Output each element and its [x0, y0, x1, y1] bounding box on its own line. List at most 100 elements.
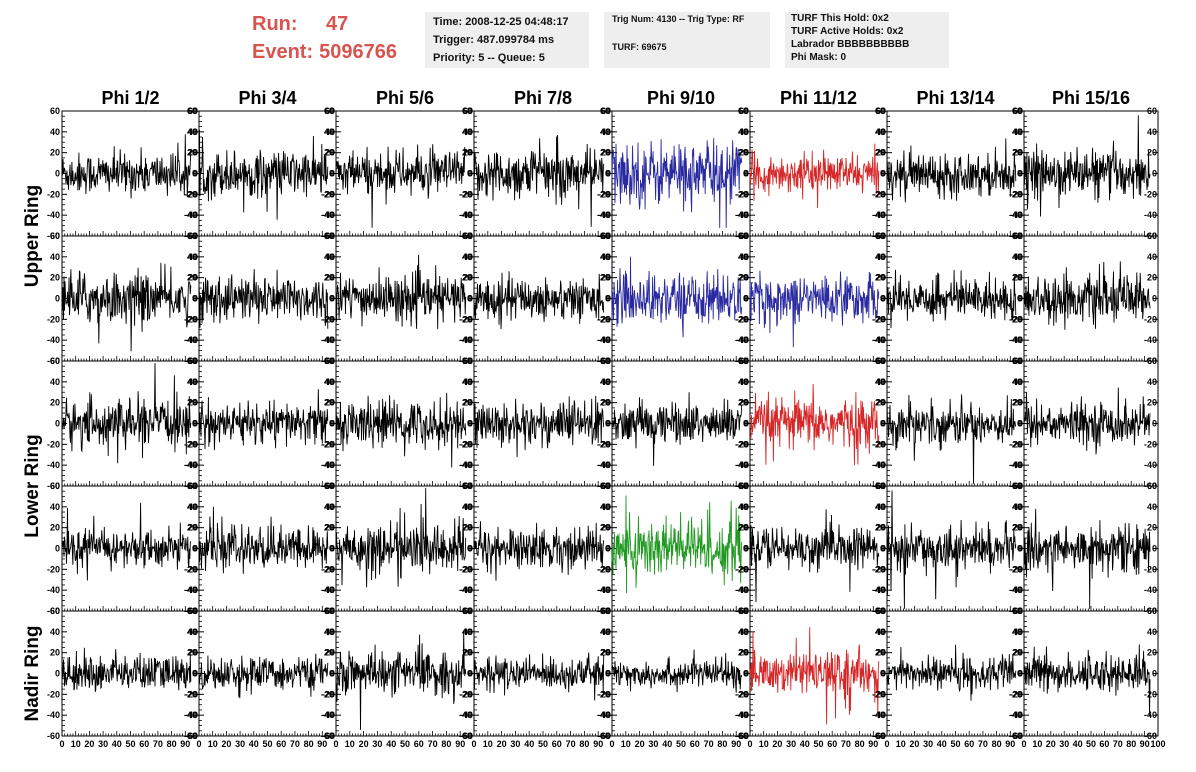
x-tick-label: 70 [566, 739, 576, 749]
y-tick-label: 20 [187, 398, 197, 408]
waveform-trace [749, 270, 880, 348]
y-tick-label: 20 [187, 523, 197, 533]
x-tick-label: 70 [290, 739, 300, 749]
y-tick-label: 0 [743, 419, 748, 429]
y-tick-label: -40 [459, 585, 472, 595]
y-tick-label-right: 20 [325, 398, 335, 408]
x-tick-label: 20 [84, 739, 94, 749]
y-tick-label: 40 [187, 627, 197, 637]
y-tick-label-right: -20 [598, 314, 611, 324]
x-tick-label: 90 [1140, 739, 1150, 749]
y-tick-label: -40 [1009, 210, 1022, 220]
y-tick-label-right: -20 [322, 689, 335, 699]
y-tick-label-right: -20 [322, 564, 335, 574]
y-tick-label-right: 0 [1152, 544, 1157, 554]
time-text: Time: 2008-12-25 04:48:17 [433, 16, 569, 28]
y-tick-label: -20 [321, 314, 334, 324]
x-tick-label: 70 [428, 739, 438, 749]
y-tick-label: 20 [187, 148, 197, 158]
y-tick-label-right: 40 [1013, 627, 1023, 637]
y-tick-label: -20 [184, 314, 197, 324]
y-tick-label: 20 [600, 523, 610, 533]
y-tick-label-right: 60 [739, 606, 749, 616]
y-tick-label: -40 [321, 710, 334, 720]
x-tick-label: 100 [1150, 739, 1165, 749]
y-tick-label-right: -20 [322, 439, 335, 449]
y-tick-label-right: -40 [736, 460, 749, 470]
y-tick-label-right: -20 [736, 439, 749, 449]
y-tick-label: 0 [329, 294, 334, 304]
x-tick-label: 0 [1021, 739, 1026, 749]
y-tick-label: -20 [735, 689, 748, 699]
waveform-trace [611, 495, 743, 594]
y-tick-label: 60 [875, 356, 885, 366]
y-tick-label: 0 [605, 669, 610, 679]
y-tick-label-right: 0 [330, 544, 335, 554]
y-tick-label: -20 [1009, 189, 1022, 199]
y-tick-label-right: 40 [1013, 252, 1023, 262]
y-tick-label: 20 [462, 398, 472, 408]
y-tick-label-right: 20 [188, 273, 198, 283]
waveform-trace [749, 627, 880, 725]
y-tick-label: 40 [600, 502, 610, 512]
y-tick-label: 0 [880, 294, 885, 304]
waveform-trace [473, 395, 605, 458]
y-tick-label: -20 [47, 689, 60, 699]
y-tick-label-right: 60 [1013, 231, 1023, 241]
y-tick-label-right: 20 [601, 273, 611, 283]
x-tick-label: 50 [125, 739, 135, 749]
trigger-info-box: Trig Num: 4130 -- Trig Type: RF TURF: 69… [604, 12, 770, 68]
y-tick-label: 40 [1012, 127, 1022, 137]
x-tick-label: 90 [731, 739, 741, 749]
y-tick-label-right: -20 [460, 189, 473, 199]
y-tick-label-right: -40 [322, 710, 335, 720]
y-tick-label: 60 [50, 231, 60, 241]
waveform-trace [611, 138, 743, 228]
y-tick-label-right: -20 [1144, 439, 1157, 449]
y-tick-label-right: 40 [739, 502, 749, 512]
y-tick-label: 20 [738, 273, 748, 283]
y-tick-label-right: 60 [463, 481, 473, 491]
y-tick-label: 40 [324, 252, 334, 262]
y-tick-label-right: 40 [463, 502, 473, 512]
y-tick-label-right: -20 [736, 564, 749, 574]
y-tick-label: 40 [324, 127, 334, 137]
y-tick-label-right: 0 [468, 544, 473, 554]
y-tick-label: 20 [875, 523, 885, 533]
y-tick-label: -40 [735, 585, 748, 595]
y-tick-label-right: -20 [185, 689, 198, 699]
y-tick-label: -20 [735, 314, 748, 324]
x-tick-label: 10 [345, 739, 355, 749]
x-tick-label: 90 [455, 739, 465, 749]
y-tick-label: 20 [875, 148, 885, 158]
y-tick-label: -20 [872, 189, 885, 199]
y-tick-label: -40 [184, 460, 197, 470]
y-tick-label-right: -20 [1010, 439, 1023, 449]
x-tick-label: 50 [1086, 739, 1096, 749]
y-tick-label: -40 [184, 585, 197, 595]
x-tick-label: 0 [471, 739, 476, 749]
y-tick-label-right: -40 [460, 585, 473, 595]
y-tick-label: -20 [872, 564, 885, 574]
y-tick-label: 40 [875, 127, 885, 137]
waveform-trace [886, 644, 1017, 701]
y-tick-label: 40 [50, 377, 60, 387]
y-tick-label: 0 [1017, 669, 1022, 679]
x-tick-label: 30 [98, 739, 108, 749]
y-tick-label-right: 20 [188, 648, 198, 658]
y-tick-label: 40 [875, 377, 885, 387]
y-tick-label: -40 [184, 710, 197, 720]
x-tick-label: 50 [262, 739, 272, 749]
y-tick-label-right: 20 [188, 398, 198, 408]
y-tick-label: -20 [872, 689, 885, 699]
trigger-text: Trigger: 487.099784 ms [433, 34, 555, 46]
y-tick-label: 40 [738, 502, 748, 512]
x-tick-label: 0 [747, 739, 752, 749]
y-tick-label: 60 [50, 356, 60, 366]
y-tick-label: 0 [329, 169, 334, 179]
